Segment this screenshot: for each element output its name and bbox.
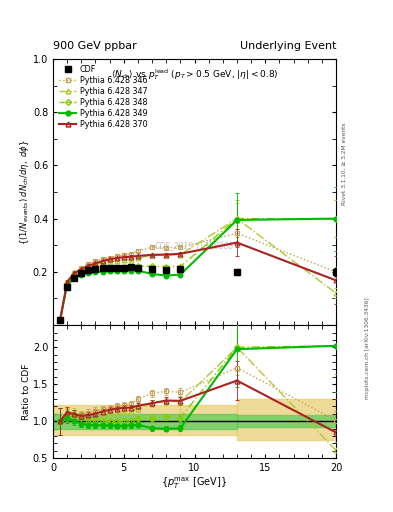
Text: Underlying Event: Underlying Event [239, 41, 336, 51]
Legend: CDF, Pythia 6.428 346, Pythia 6.428 347, Pythia 6.428 348, Pythia 6.428 349, Pyt: CDF, Pythia 6.428 346, Pythia 6.428 347,… [57, 63, 149, 130]
Text: 900 GeV ppbar: 900 GeV ppbar [53, 41, 137, 51]
Text: CDF_2015_I1388868: CDF_2015_I1388868 [155, 241, 234, 250]
Text: mcplots.cern.ch [arXiv:1306.3436]: mcplots.cern.ch [arXiv:1306.3436] [365, 297, 371, 399]
Text: Rivet 3.1.10, ≥ 3.2M events: Rivet 3.1.10, ≥ 3.2M events [342, 122, 347, 205]
Y-axis label: Ratio to CDF: Ratio to CDF [22, 364, 31, 420]
Y-axis label: $\{(1/N_{\rm events})\ dN_{\rm ch}/d\eta,\ d\phi\}$: $\{(1/N_{\rm events})\ dN_{\rm ch}/d\eta… [18, 139, 31, 245]
X-axis label: $\{p_T^{\rm max}\ [{\rm GeV}]\}$: $\{p_T^{\rm max}\ [{\rm GeV}]\}$ [162, 476, 228, 492]
Text: $\langle N_{\rm ch}\rangle$ vs $p_T^{\rm lead}$ ($p_T > 0.5$ GeV, $|\eta| < 0.8$: $\langle N_{\rm ch}\rangle$ vs $p_T^{\rm… [111, 67, 278, 82]
